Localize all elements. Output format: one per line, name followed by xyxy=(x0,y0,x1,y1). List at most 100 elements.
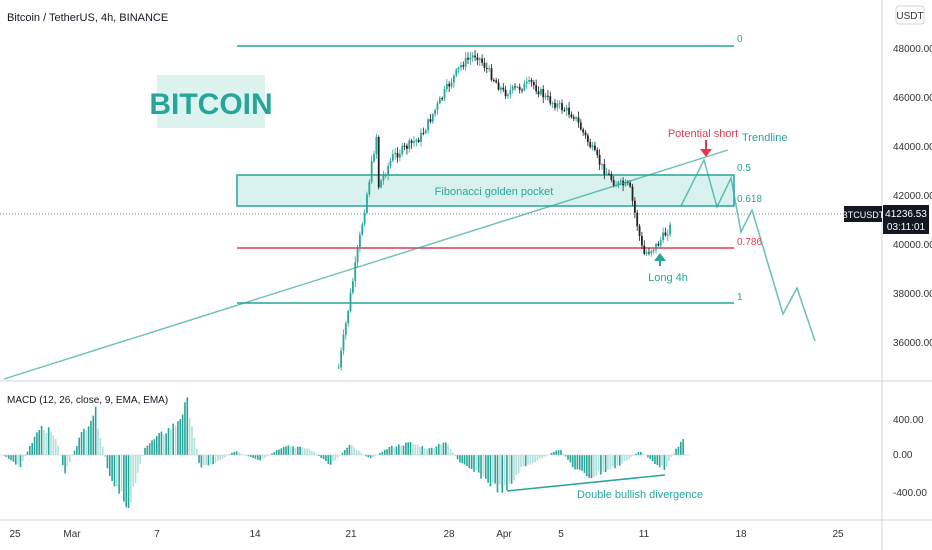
candle-body xyxy=(450,82,453,87)
candle-body xyxy=(645,252,648,254)
macd-bar xyxy=(496,455,499,493)
macd-bar xyxy=(198,455,200,463)
candle-body xyxy=(445,83,448,90)
currency-button[interactable]: USDT xyxy=(895,5,925,25)
time-tick: 11 xyxy=(639,529,650,540)
bitcoin-badge: BITCOIN xyxy=(149,75,273,128)
macd-bar xyxy=(576,455,579,470)
candle-body xyxy=(535,85,538,92)
macd-bar xyxy=(412,443,414,455)
price-tick: 44000.00 xyxy=(893,142,932,153)
macd-bar xyxy=(174,425,177,455)
candle-body xyxy=(657,243,660,246)
macd-bar xyxy=(228,454,231,455)
macd-bar xyxy=(527,455,529,465)
macd-bar xyxy=(329,455,332,465)
macd-bar xyxy=(158,433,160,455)
price-axis[interactable]: 48000.00 46000.00 44000.00 42000.00 4000… xyxy=(893,44,932,349)
macd-bar xyxy=(247,455,250,457)
candle-body xyxy=(572,117,575,119)
macd-bar xyxy=(289,446,292,455)
last-price-tag: 41236.53 03:11:01 xyxy=(883,205,929,234)
macd-bar xyxy=(543,455,546,457)
macd-bar xyxy=(10,455,12,461)
macd-bar xyxy=(252,455,254,459)
macd-bar xyxy=(409,442,412,455)
macd-bar xyxy=(202,455,205,466)
candle-body xyxy=(610,174,613,180)
divergence-line xyxy=(506,474,666,492)
macd-bar xyxy=(210,455,212,465)
price-tick: 46000.00 xyxy=(893,93,932,104)
candle-body xyxy=(495,80,498,83)
candle-body xyxy=(643,245,646,254)
macd-bar xyxy=(351,445,353,455)
macd-bar xyxy=(390,445,393,455)
candle-body xyxy=(481,58,484,63)
candle-body xyxy=(401,145,404,154)
candle-body xyxy=(373,153,375,162)
macd-bar xyxy=(188,418,191,455)
macd-tick: 400.00 xyxy=(893,415,924,426)
candle-body xyxy=(619,180,622,182)
macd-bar xyxy=(17,455,19,465)
candle-body xyxy=(528,80,531,82)
macd-bar xyxy=(221,455,224,459)
macd-bar xyxy=(261,455,264,459)
candle-body xyxy=(603,164,606,175)
price-tick: 38000.00 xyxy=(893,289,932,300)
macd-bar xyxy=(461,455,464,464)
macd-bar xyxy=(111,455,113,482)
macd-bar xyxy=(562,453,565,455)
macd-bar xyxy=(80,431,83,455)
macd-bar xyxy=(186,397,189,455)
macd-bar xyxy=(348,444,351,455)
time-axis[interactable]: 25 Mar 7 14 21 28 Apr 5 11 18 25 xyxy=(9,529,844,540)
macd-bar xyxy=(407,442,409,455)
macd-bar xyxy=(513,455,515,481)
macd-bar xyxy=(226,455,229,456)
macd-bar xyxy=(649,455,652,460)
symbol-tag: BTCUSDT xyxy=(842,206,885,222)
last-price-text: 41236.53 xyxy=(885,209,927,220)
macd-bar xyxy=(94,406,97,455)
macd-bar xyxy=(569,455,572,463)
candle-body xyxy=(659,240,662,246)
macd-bar xyxy=(271,453,273,455)
macd-bar xyxy=(484,455,487,479)
macd-bar xyxy=(414,444,417,455)
candle-body xyxy=(347,311,350,324)
candle-body xyxy=(500,87,502,90)
candle-body xyxy=(391,154,394,161)
candle-body xyxy=(638,226,641,236)
candle-body xyxy=(424,130,427,134)
candle-body xyxy=(547,95,549,97)
macd-bar xyxy=(33,436,36,455)
macd-bar xyxy=(238,452,240,455)
macd-bar xyxy=(588,455,590,478)
macd-bar xyxy=(285,446,287,455)
candle-body xyxy=(422,132,425,134)
time-tick: 18 xyxy=(735,529,747,540)
candle-body xyxy=(523,83,526,91)
macd-bar xyxy=(637,451,640,455)
macd-bar xyxy=(586,455,588,477)
macd-bar xyxy=(670,455,673,458)
macd-bar xyxy=(614,455,616,469)
macd-bar xyxy=(163,434,165,455)
candle-body xyxy=(337,367,340,369)
macd-bar xyxy=(294,447,297,455)
candle-body xyxy=(525,81,528,84)
macd-bar xyxy=(61,455,64,466)
candle-body xyxy=(652,249,655,252)
trendline[interactable] xyxy=(3,149,729,380)
macd-bar xyxy=(341,452,344,455)
macd-axis[interactable]: 400.00 0.00 -400.00 xyxy=(893,415,927,499)
macd-bar xyxy=(299,446,301,455)
macd-bar xyxy=(273,452,276,455)
trendline-label: Trendline xyxy=(742,132,787,144)
candle-body xyxy=(464,57,467,67)
candle-body xyxy=(655,243,657,250)
macd-bar xyxy=(593,455,595,477)
